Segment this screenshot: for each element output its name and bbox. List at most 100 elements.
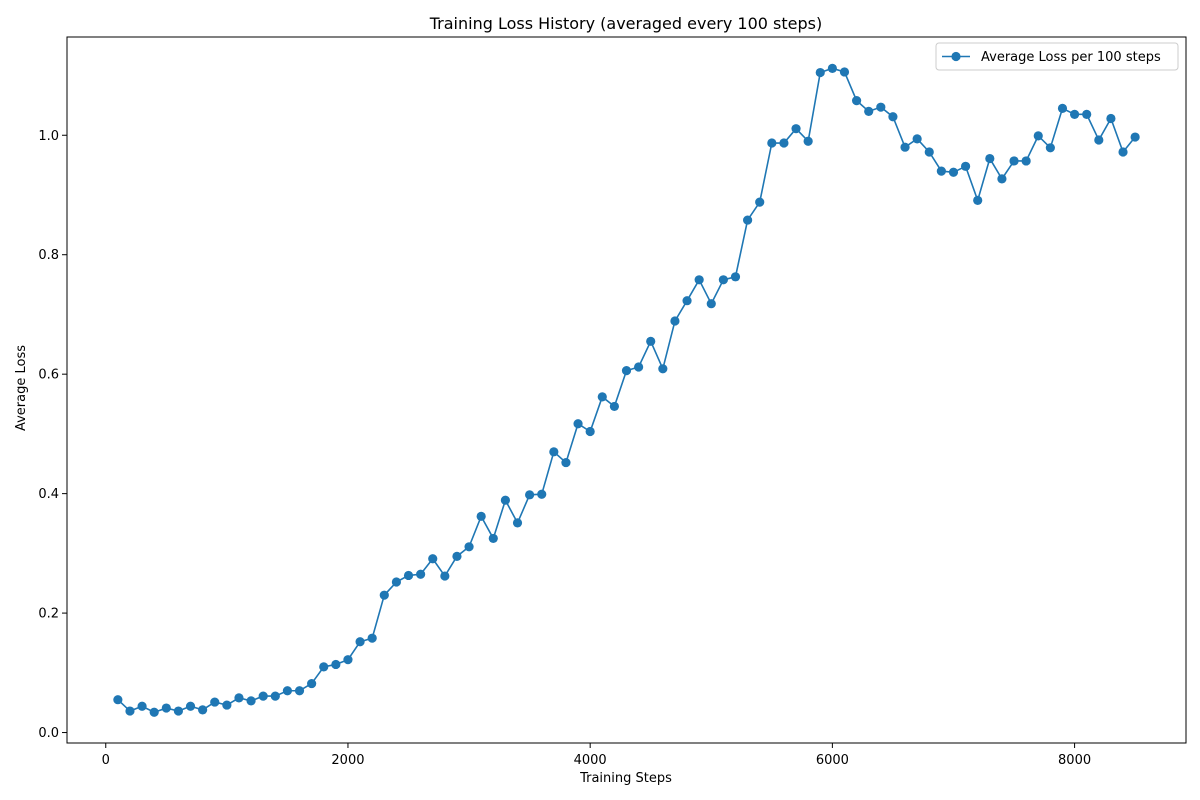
data-point (1118, 147, 1128, 157)
data-point (1021, 156, 1031, 166)
data-point (912, 134, 922, 144)
data-point (730, 272, 741, 282)
data-point (779, 138, 789, 148)
x-axis-ticks: 0 2000 4000 6000 8000 (102, 743, 1091, 768)
y-tick-label: 0.8 (38, 248, 59, 263)
data-point (743, 215, 753, 225)
data-point (476, 511, 486, 521)
data-point (355, 637, 365, 647)
data-point (185, 701, 196, 711)
data-point (367, 633, 377, 643)
data-point (391, 577, 402, 587)
data-point (803, 136, 813, 146)
data-point (258, 691, 268, 701)
data-point (403, 570, 414, 581)
data-point (137, 701, 147, 711)
plot-area (66, 36, 1187, 744)
data-point (888, 112, 898, 122)
data-point (973, 195, 983, 205)
data-point (609, 401, 619, 412)
plot-frame (66, 36, 1187, 744)
data-point (851, 96, 862, 106)
data-point (682, 296, 692, 306)
y-axis-ticks: 0.0 0.2 0.4 0.6 0.8 1.0 (38, 129, 67, 741)
data-point (125, 706, 135, 716)
data-point (1130, 132, 1140, 142)
data-point (924, 147, 934, 157)
data-point (1094, 135, 1104, 145)
data-point (270, 691, 280, 701)
data-point (246, 696, 256, 706)
data-point (416, 569, 426, 579)
data-point (440, 571, 450, 581)
data-point (1009, 156, 1019, 166)
data-point (1069, 109, 1080, 119)
data-point (113, 695, 123, 705)
data-point (997, 174, 1007, 184)
data-point (525, 490, 535, 500)
data-point (936, 166, 946, 176)
data-point (379, 590, 389, 600)
x-tick-label: 8000 (1058, 753, 1091, 768)
x-tick-label: 6000 (816, 753, 849, 768)
data-point (960, 161, 971, 171)
data-point (1106, 113, 1116, 124)
data-point (634, 362, 644, 372)
data-point (815, 67, 825, 78)
data-point (307, 678, 317, 689)
data-point (876, 102, 886, 112)
data-point (706, 299, 716, 309)
data-point (561, 457, 571, 468)
legend-marker (951, 51, 961, 62)
data-point (948, 167, 959, 177)
data-point (500, 495, 510, 505)
y-axis-label: Average Loss (14, 345, 29, 431)
x-axis-label: Training Steps (579, 771, 672, 786)
data-point (222, 700, 232, 710)
y-tick-label: 0.6 (38, 368, 59, 383)
data-point (791, 124, 801, 134)
data-point (658, 364, 668, 374)
y-tick-label: 0.4 (38, 487, 59, 502)
data-point (488, 533, 498, 544)
data-point (331, 659, 341, 670)
data-point (1057, 103, 1068, 113)
data-point (621, 365, 632, 376)
series-group (113, 63, 1140, 717)
data-point (161, 703, 171, 713)
legend-box (935, 42, 1179, 71)
data-point (428, 554, 438, 564)
data-point (452, 551, 462, 561)
data-point (1082, 109, 1092, 119)
data-point (1033, 131, 1043, 141)
data-point (549, 447, 559, 457)
data-point (1045, 143, 1055, 153)
data-point (198, 705, 208, 715)
x-tick-label: 2000 (331, 753, 364, 768)
chart-title: Training Loss History (averaged every 10… (429, 14, 823, 33)
data-point (755, 197, 765, 207)
data-point (149, 707, 159, 717)
data-point (173, 706, 184, 716)
data-point (585, 426, 595, 437)
data-point (767, 138, 777, 148)
y-tick-label: 0.0 (38, 726, 59, 741)
data-point (839, 67, 850, 77)
y-tick-label: 0.2 (38, 607, 59, 622)
data-point (646, 336, 656, 346)
data-point (864, 106, 874, 116)
data-point (512, 518, 523, 528)
legend-label: Average Loss per 100 steps (981, 50, 1161, 65)
x-tick-label: 4000 (574, 753, 607, 768)
data-point (319, 662, 329, 672)
data-point (294, 686, 305, 696)
data-point (343, 655, 353, 665)
data-point (210, 697, 220, 707)
data-point (985, 153, 995, 164)
data-point (827, 63, 837, 73)
data-point (573, 419, 583, 429)
data-point (464, 542, 474, 552)
x-tick-label: 0 (102, 753, 110, 768)
data-point (282, 686, 293, 696)
